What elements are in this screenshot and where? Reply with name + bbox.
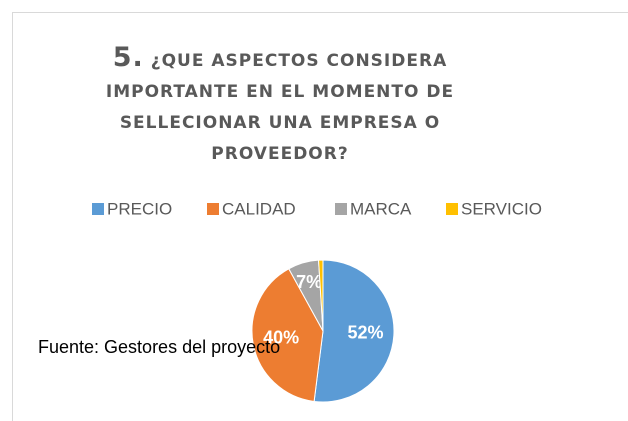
- data-label: 7%: [296, 272, 322, 292]
- legend-swatch: [446, 203, 458, 215]
- frame: [12, 12, 628, 13]
- legend-label: PRECIO: [107, 199, 172, 218]
- data-label: 52%: [348, 322, 384, 342]
- legend-label: CALIDAD: [222, 199, 296, 218]
- pie-slice: [318, 259, 324, 332]
- chart-title: 5. ¿QUE ASPECTOS CONSIDERA IMPORTANTE EN…: [80, 42, 480, 170]
- legend-label: SERVICIO: [461, 199, 542, 218]
- annotation: Fuente: Gestores del proyecto: [38, 337, 281, 357]
- legend-swatch: [207, 203, 219, 215]
- data-label: 40%: [263, 328, 299, 348]
- pie-slice: [251, 268, 324, 402]
- frame: [12, 12, 13, 421]
- legend-swatch: [92, 203, 104, 215]
- title-text: ¿QUE ASPECTOS CONSIDERA IMPORTANTE EN EL…: [105, 51, 455, 164]
- title-number: 5.: [112, 42, 144, 73]
- legend-label: MARCA: [350, 199, 412, 218]
- legend-swatch: [335, 203, 347, 215]
- pie-slice: [313, 259, 395, 403]
